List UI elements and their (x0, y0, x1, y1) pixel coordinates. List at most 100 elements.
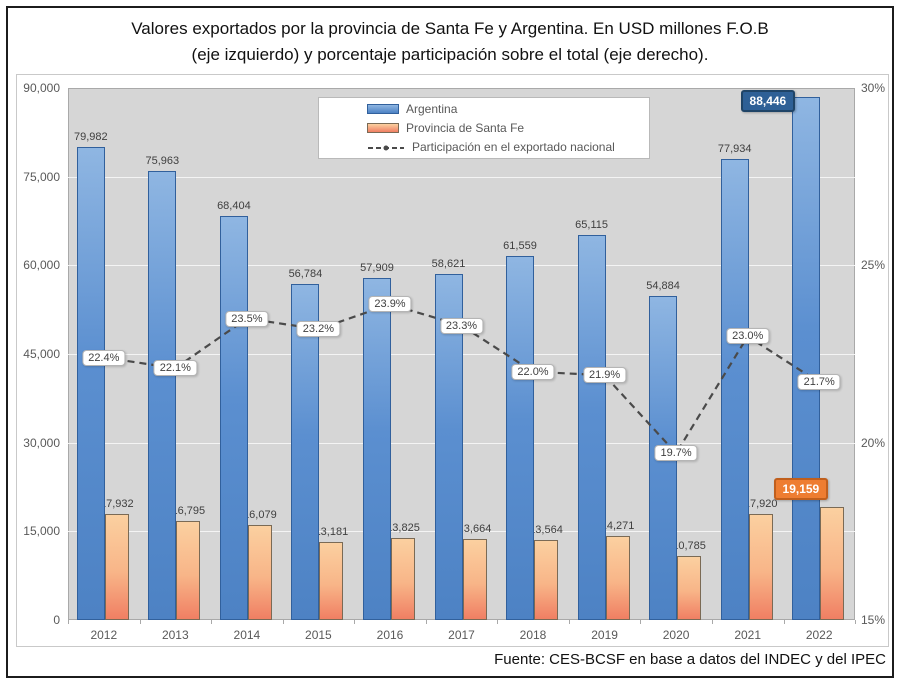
value-label-argentina-2015: 56,784 (288, 268, 323, 281)
participation-label-2017: 23.3% (439, 317, 484, 334)
participation-label-2022: 21.7% (797, 374, 841, 391)
participation-label-2021: 23.0% (726, 328, 770, 345)
value-label-santa-fe-2015: 13,181 (314, 526, 349, 539)
year-label-2013: 2013 (161, 628, 189, 642)
year-label-2015: 2015 (305, 628, 332, 642)
left-axis-tick-label: 30,000 (23, 435, 60, 450)
gridline (68, 176, 855, 178)
legend-item-participation: Participación en el exportado nacional (367, 140, 649, 155)
x-axis-tick (568, 620, 570, 624)
value-label-argentina-2019: 65,115 (575, 219, 609, 232)
participation-label-2019: 21.9% (582, 367, 627, 384)
x-axis-tick (425, 620, 427, 624)
legend-label: Participación en el exportado nacional (412, 140, 615, 154)
participation-label-2014: 23.5% (225, 310, 269, 327)
left-axis-tick-label: 45,000 (23, 347, 60, 361)
bar-argentina-2016 (363, 277, 391, 620)
value-label-argentina-2018: 61,559 (503, 240, 537, 253)
year-label-2016: 2016 (376, 628, 404, 642)
year-label-2012: 2012 (90, 628, 118, 642)
legend-swatch-icon (367, 104, 399, 114)
participation-label-2012: 22.4% (82, 349, 126, 366)
bar-santa-fe-2020 (677, 556, 702, 620)
bar-santa-fe-2022 (820, 506, 845, 620)
year-label-2018: 2018 (519, 628, 547, 642)
bar-santa-fe-2021 (748, 514, 773, 620)
highlight-value-argentina-2022: 88,446 (740, 90, 796, 113)
year-label-2019: 2019 (591, 628, 618, 642)
bar-argentina-2014 (219, 215, 248, 620)
gridline (68, 265, 855, 267)
legend-item-argentina: Argentina (367, 102, 649, 117)
participation-label-2020: 19.7% (654, 445, 698, 462)
left-axis-tick-label: 75,000 (23, 169, 60, 184)
x-axis-tick (354, 620, 356, 624)
x-axis-tick (711, 620, 713, 624)
left-axis-tick-label: 90,000 (23, 81, 60, 95)
legend: Argentina Provincia de Santa Fe Participac… (318, 97, 650, 159)
value-label-argentina-2013: 75,963 (145, 155, 180, 167)
value-label-argentina-2016: 57,909 (360, 261, 394, 274)
value-label-argentina-2017: 58,621 (431, 257, 466, 270)
bar-santa-fe-2013 (176, 520, 201, 620)
bar-argentina-2019 (577, 235, 606, 620)
chart-title-line1: Valores exportados por la provincia de S… (131, 19, 769, 38)
legend-dashed-line-icon (367, 141, 405, 153)
participation-label-2015: 23.2% (296, 321, 340, 338)
value-label-santa-fe-2014: 16,079 (243, 509, 277, 521)
bar-santa-fe-2012 (104, 514, 129, 620)
value-label-santa-fe-2017: 13,664 (457, 523, 492, 536)
value-label-santa-fe-2021: 17,920 (743, 498, 778, 511)
bar-santa-fe-2019 (605, 535, 630, 620)
left-axis-tick-label: 0 (53, 613, 60, 627)
legend-label: Argentina (406, 102, 458, 116)
value-label-santa-fe-2016: 13,825 (386, 522, 420, 535)
left-axis-tick-label: 60,000 (23, 258, 60, 273)
x-axis-tick (139, 620, 141, 624)
value-label-santa-fe-2013: 16,795 (171, 504, 206, 517)
legend-item-santa-fe: Provincia de Santa Fe (367, 121, 649, 136)
year-label-2021: 2021 (734, 628, 762, 642)
value-label-argentina-2021: 77,934 (717, 143, 752, 156)
bar-argentina-2013 (148, 171, 177, 620)
bar-argentina-2022 (792, 97, 821, 620)
bar-santa-fe-2015 (319, 542, 344, 620)
year-label-2022: 2022 (805, 628, 833, 642)
value-label-santa-fe-2018: 13,564 (529, 523, 563, 536)
bar-argentina-2012 (76, 147, 105, 620)
value-label-santa-fe-2012: 17,932 (99, 498, 134, 510)
participation-label-2018: 22.0% (511, 363, 555, 380)
value-label-argentina-2020: 54,884 (646, 279, 680, 292)
chart-title-line2: (eje izquierdo) y porcentaje participaci… (191, 45, 709, 65)
right-axis-tick-label: 15% (861, 613, 886, 627)
x-axis-tick (855, 620, 856, 624)
bar-argentina-2018 (506, 256, 534, 620)
value-label-argentina-2014: 68,404 (217, 199, 251, 212)
bar-argentina-2021 (720, 159, 749, 620)
highlight-value-santa-fe-2022: 19,159 (773, 477, 829, 500)
right-axis-tick-label: 25% (861, 258, 886, 273)
year-label-2017: 2017 (448, 628, 475, 642)
bar-santa-fe-2018 (534, 539, 558, 620)
year-label-2020: 2020 (662, 628, 690, 642)
participation-label-2016: 23.9% (368, 296, 412, 313)
bar-santa-fe-2017 (462, 539, 487, 620)
participation-label-2013: 22.1% (153, 360, 197, 377)
value-label-santa-fe-2020: 10,785 (672, 540, 706, 553)
value-label-argentina-2012: 79,982 (73, 131, 108, 144)
right-axis-tick-label: 30% (861, 81, 886, 95)
source-footer: Fuente: CES-BCSF en base a datos del IND… (494, 651, 886, 668)
x-axis-tick (640, 620, 642, 624)
left-axis-tick-label: 15,000 (23, 524, 60, 539)
chart-title: Valores exportados por la provincia de S… (90, 16, 810, 69)
value-label-santa-fe-2019: 14,271 (600, 519, 635, 532)
right-axis-tick-label: 20% (861, 435, 886, 450)
year-label-2014: 2014 (233, 628, 261, 642)
x-axis-tick (783, 620, 785, 624)
x-axis-tick (211, 620, 213, 624)
x-axis-tick (282, 620, 284, 624)
legend-label: Provincia de Santa Fe (406, 121, 525, 135)
bar-santa-fe-2014 (247, 525, 272, 620)
bar-santa-fe-2016 (391, 538, 415, 620)
